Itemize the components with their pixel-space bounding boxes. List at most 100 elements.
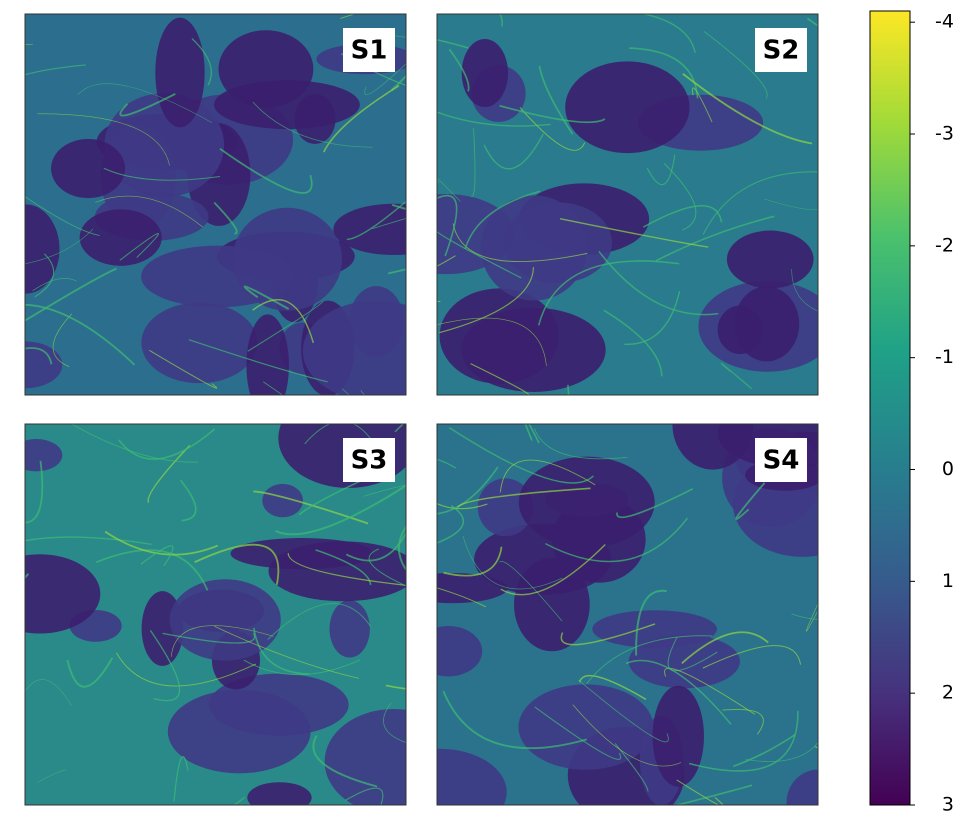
caustic — [499, 104, 606, 124]
caustic — [119, 233, 159, 261]
caustic — [25, 460, 44, 524]
panel-label-box — [755, 438, 807, 482]
caustic — [52, 313, 73, 367]
map-void — [324, 708, 406, 805]
caustic — [437, 230, 522, 279]
caustic — [443, 546, 503, 577]
caustic — [735, 482, 766, 520]
caustic — [372, 217, 406, 230]
caustic — [681, 631, 769, 664]
caustic — [640, 14, 696, 54]
caustic — [32, 278, 77, 292]
caustic — [538, 65, 574, 135]
caustic — [140, 545, 174, 567]
map-panel — [437, 424, 818, 805]
caustic — [214, 625, 359, 679]
caustic — [315, 549, 372, 586]
panel-frame — [24, 423, 407, 806]
colorbar-tick-label: -4 — [935, 11, 954, 33]
caustic — [170, 625, 274, 657]
colorbar-tick-label: 2 — [942, 682, 954, 704]
caustic — [499, 459, 596, 493]
colorbar-tick-label: 1 — [942, 570, 954, 592]
caustic — [25, 573, 30, 580]
caustic — [534, 706, 622, 760]
caustic — [470, 363, 530, 395]
caustic — [243, 285, 290, 310]
map-void — [477, 478, 534, 537]
caustic — [363, 484, 406, 497]
map-void — [247, 782, 312, 805]
caustic — [173, 756, 189, 802]
caustic — [462, 535, 563, 590]
caustic — [437, 587, 487, 608]
caustic — [437, 177, 461, 202]
caustic — [34, 253, 55, 298]
caustic — [437, 39, 469, 49]
map-void — [79, 209, 162, 266]
caustic — [598, 250, 719, 316]
map-void — [329, 600, 370, 658]
caustic — [464, 190, 541, 250]
panel-label-box — [343, 28, 395, 72]
caustic — [188, 339, 328, 383]
caustic — [252, 101, 373, 148]
caustic — [398, 525, 406, 572]
map-void — [786, 769, 818, 805]
caustic — [437, 466, 499, 515]
caustic — [344, 787, 384, 805]
caustic — [437, 458, 457, 469]
caustic — [0, 3, 21, 66]
caustic — [702, 645, 802, 669]
caustic — [624, 291, 681, 346]
caustic — [437, 255, 456, 267]
caustic — [383, 702, 406, 743]
caustic — [147, 444, 191, 503]
map-void — [734, 286, 800, 362]
caustic — [448, 427, 594, 484]
map-void — [214, 80, 360, 130]
caustic — [346, 200, 406, 241]
caustic — [390, 74, 406, 91]
caustic — [0, 0, 7, 21]
caustic — [664, 667, 756, 715]
caustic — [70, 424, 198, 463]
map-void — [672, 424, 754, 470]
map-void — [503, 202, 612, 284]
caustic — [720, 362, 753, 390]
map-void — [167, 689, 311, 774]
caustic — [104, 530, 219, 556]
caustic — [25, 196, 100, 236]
caustic — [663, 163, 697, 231]
map-void — [518, 456, 655, 548]
caustic — [253, 627, 310, 675]
caustic — [162, 632, 256, 644]
caustic — [578, 675, 647, 701]
caustic — [577, 679, 669, 743]
caustic — [448, 48, 470, 92]
caustic — [791, 269, 818, 312]
map-void — [652, 685, 704, 787]
caustic — [25, 303, 136, 366]
panel-label-box — [343, 438, 395, 482]
caustic — [119, 93, 176, 117]
caustic — [323, 85, 400, 153]
caustic — [287, 552, 406, 586]
caustic — [180, 479, 197, 522]
caustic — [682, 73, 813, 145]
panel-frame — [436, 423, 819, 806]
caustic — [559, 217, 709, 248]
map-void — [51, 138, 126, 199]
map-void — [302, 300, 406, 395]
caustic — [745, 741, 818, 762]
caustic — [519, 107, 586, 151]
caustic — [275, 484, 406, 536]
map-void — [25, 341, 63, 389]
caustic — [439, 267, 535, 334]
caustic — [115, 652, 257, 687]
caustic — [66, 657, 114, 688]
caustic — [500, 543, 606, 596]
caustic — [149, 349, 218, 389]
colorbar-tick-label: 3 — [942, 794, 954, 816]
